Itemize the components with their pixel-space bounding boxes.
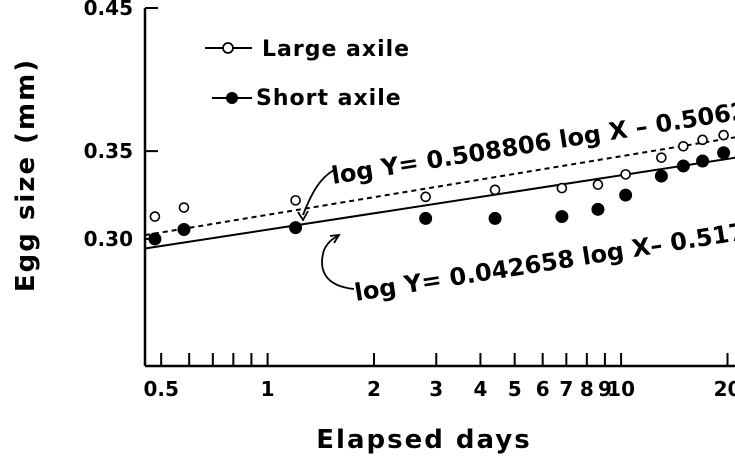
fit-lines — [144, 136, 735, 250]
legend-filled-circle-marker — [226, 92, 238, 104]
y-tick-label: 0.30 — [84, 227, 133, 251]
short-axile-point — [177, 223, 191, 237]
large-axile-point — [556, 182, 568, 194]
large-axile-point — [178, 202, 190, 213]
short-axile-point — [148, 232, 162, 246]
x-tick-label: 3 — [429, 377, 443, 401]
annotation-arrowhead-large — [297, 210, 309, 222]
annotation-short: log Y= 0.042658 log X– 0.5175 — [321, 215, 735, 307]
x-tick-label: 6 — [536, 377, 550, 401]
legend-entry-large: Large axile — [205, 37, 410, 62]
x-axis-title: Elapsed days — [316, 425, 531, 455]
annotation-arrowhead-short — [329, 233, 341, 244]
legend: Large axile Short axile — [205, 37, 410, 111]
axis-ticks: 0.5 1 2 3 4 5 6 7 8 910 20 0.30 0.35 0.45 — [84, 0, 735, 401]
x-tick-label: 8 — [580, 377, 594, 401]
x-tick-label: 4 — [473, 377, 487, 401]
x-tick-label: 1 — [261, 377, 275, 401]
short-axile-point — [619, 188, 633, 202]
fit-line-dashed — [144, 136, 735, 237]
x-tick-label: 5 — [508, 377, 522, 401]
plot-frame — [143, 8, 735, 368]
fit-line-solid — [144, 156, 735, 250]
large-axile-point — [697, 134, 708, 146]
x-tick-label: 7 — [559, 377, 573, 401]
short-axile-point — [488, 211, 502, 225]
short-axile-point — [717, 146, 731, 160]
annotation-arrow-short — [321, 235, 355, 290]
y-tick-label: 0.35 — [84, 139, 133, 163]
large-axile-point — [620, 169, 631, 180]
short-axile-point — [591, 202, 605, 216]
large-axile-point — [420, 191, 431, 203]
x-tick-label: 10 — [607, 377, 635, 401]
annotation-large: log Y= 0.508806 log X – 0.5062 — [297, 96, 735, 222]
y-tick-label: 0.45 — [84, 0, 133, 20]
legend-open-circle-marker — [222, 42, 234, 54]
y-axis-title: Egg size (mm) — [11, 58, 41, 292]
large-axile-point — [678, 140, 689, 152]
short-axile-point — [419, 211, 433, 225]
short-axile-point — [555, 210, 569, 224]
legend-label-short: Short axile — [256, 86, 402, 111]
large-axile-point — [489, 184, 501, 196]
large-axile-point — [149, 211, 161, 222]
short-axile-point — [696, 154, 710, 168]
short-axile-point — [676, 159, 690, 173]
x-tick-label: 2 — [367, 377, 381, 401]
equation-label-short: log Y= 0.042658 log X– 0.5175 — [353, 215, 735, 307]
large-axile-point — [718, 129, 729, 141]
x-tick-label: 9 — [598, 377, 612, 401]
x-tick-label: 20 — [714, 377, 735, 401]
large-axile-point — [592, 179, 604, 190]
short-axile-point — [654, 169, 668, 183]
annotation-arrow-large — [302, 169, 335, 216]
x-tick-label: 0.5 — [143, 377, 178, 401]
legend-label-large: Large axile — [262, 37, 410, 62]
large-axile-point — [656, 152, 667, 163]
short-axile-point — [289, 221, 303, 235]
large-axile-point — [290, 195, 301, 206]
legend-entry-short: Short axile — [212, 86, 402, 111]
data-points — [148, 129, 731, 246]
